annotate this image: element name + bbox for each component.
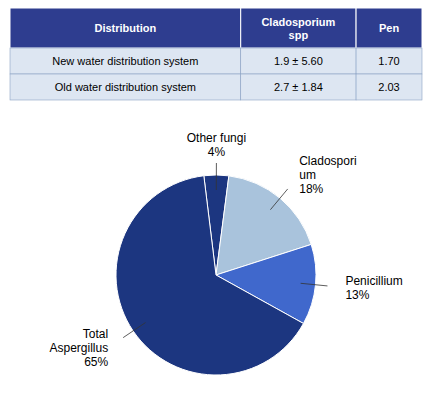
table-cell-text: 2.03 bbox=[378, 81, 399, 93]
table-header-cell bbox=[356, 8, 422, 48]
table-header: Pen bbox=[379, 22, 399, 34]
leader-line bbox=[270, 189, 287, 210]
table-cell-text: 1.70 bbox=[378, 55, 399, 67]
slice-value-label: 18% bbox=[299, 182, 323, 196]
slice-value-label: 13% bbox=[345, 288, 369, 302]
table-cell-text: 2.7 ± 1.84 bbox=[274, 81, 323, 93]
table-header: Distribution bbox=[95, 22, 157, 34]
table-cell bbox=[356, 48, 422, 74]
text-line: 1.9 ± 5.60 bbox=[274, 55, 323, 67]
slice-value-label: 4% bbox=[208, 145, 226, 159]
text-line: 1.70 bbox=[378, 55, 399, 67]
table-header: Cladosporiumspp bbox=[261, 16, 335, 41]
text-line: New water distribution system bbox=[52, 55, 198, 67]
table-cell-text: New water distribution system bbox=[52, 55, 198, 67]
text-line: Cladosporium bbox=[261, 16, 335, 28]
text-line: 2.7 ± 1.84 bbox=[274, 81, 323, 93]
text-line: Cladospori bbox=[299, 154, 356, 168]
table-header-cell bbox=[241, 8, 356, 48]
text-line: Penicillium bbox=[345, 274, 402, 288]
pie-slice bbox=[116, 176, 303, 375]
table-cell bbox=[10, 74, 241, 100]
pie bbox=[116, 175, 316, 375]
slice-label: Penicillium bbox=[345, 274, 402, 288]
leader-line bbox=[216, 163, 217, 190]
text-line: Other fungi bbox=[187, 131, 246, 145]
text-line: Old water distribution system bbox=[55, 81, 196, 93]
table-cell bbox=[356, 74, 422, 100]
text-line: Pen bbox=[379, 22, 399, 34]
table-cell bbox=[241, 48, 356, 74]
table-header-cell bbox=[10, 8, 241, 48]
text-line: um bbox=[299, 168, 316, 182]
text-line: Aspergillus bbox=[50, 341, 109, 355]
text-line: 2.03 bbox=[378, 81, 399, 93]
pie-labels: Other fungi4% Cladosporium18% Penicillium1… bbox=[50, 131, 403, 369]
table-cell bbox=[241, 74, 356, 100]
text-line: Total bbox=[83, 327, 108, 341]
table: Distribution Cladosporiumspp Pen New water … bbox=[10, 8, 422, 100]
table-cell-text: 1.9 ± 5.60 bbox=[274, 55, 323, 67]
slice-value-label: 65% bbox=[84, 355, 108, 369]
slice-label: TotalAspergillus bbox=[50, 327, 109, 355]
leader-line bbox=[123, 323, 145, 338]
slice-label: Cladosporium bbox=[299, 154, 356, 182]
text-line: Distribution bbox=[95, 22, 157, 34]
leader-line bbox=[301, 283, 328, 286]
slice-label: Other fungi bbox=[187, 131, 246, 145]
chart-root: DistributionCladosporiumsppPenNew water … bbox=[0, 0, 432, 418]
table-cell-text: Old water distribution system bbox=[55, 81, 196, 93]
table-cell bbox=[10, 48, 241, 74]
text-line: spp bbox=[289, 29, 309, 41]
